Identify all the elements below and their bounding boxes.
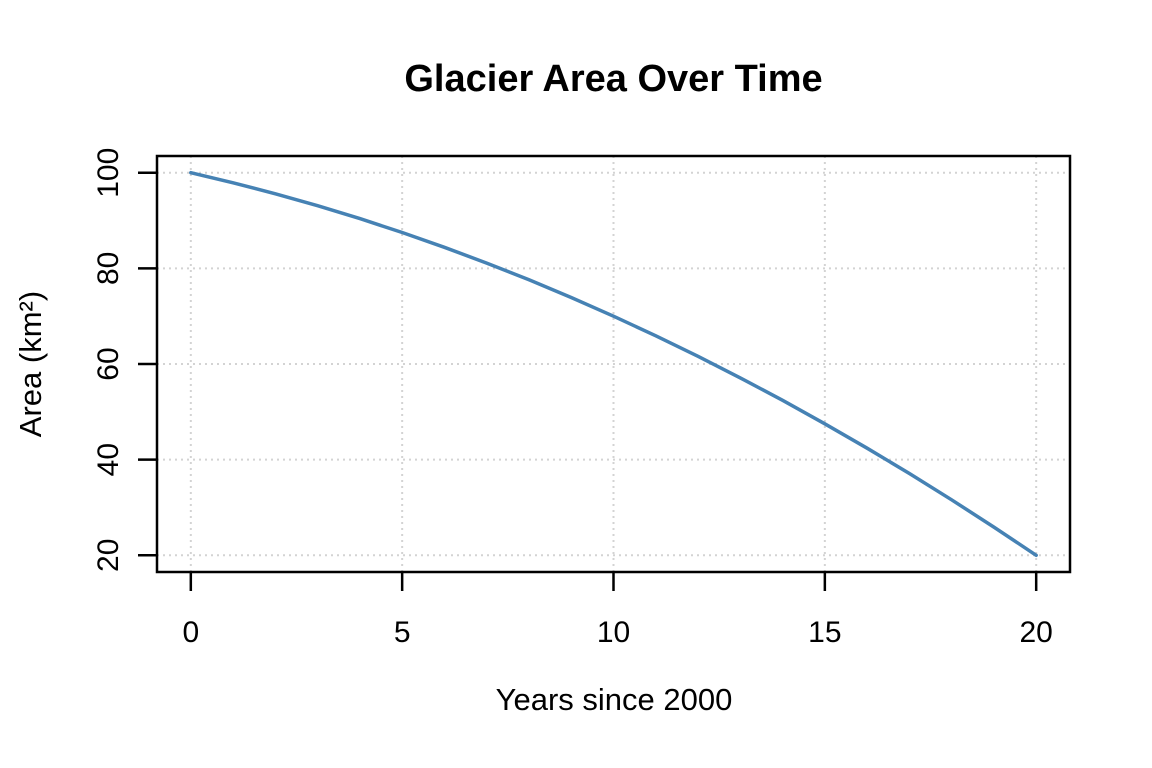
data-line-glacier-area: [189, 170, 1038, 558]
plot-box: [155, 154, 1072, 574]
chart-title: Glacier Area Over Time: [404, 58, 823, 100]
x-tick-label: 0: [182, 616, 199, 649]
y-tick-label: 20: [92, 539, 125, 572]
y-tick-label: 40: [92, 443, 125, 476]
x-axis-title: Years since 2000: [495, 682, 733, 717]
x-tick-label: 5: [394, 616, 411, 649]
x-tick-label: 20: [1019, 616, 1052, 649]
x-tick-label: 10: [597, 616, 630, 649]
y-tick-label: 80: [92, 252, 125, 285]
x-tick-label: 15: [808, 616, 841, 649]
y-tick-label: 100: [92, 148, 125, 198]
y-tick-label: 60: [92, 347, 125, 380]
